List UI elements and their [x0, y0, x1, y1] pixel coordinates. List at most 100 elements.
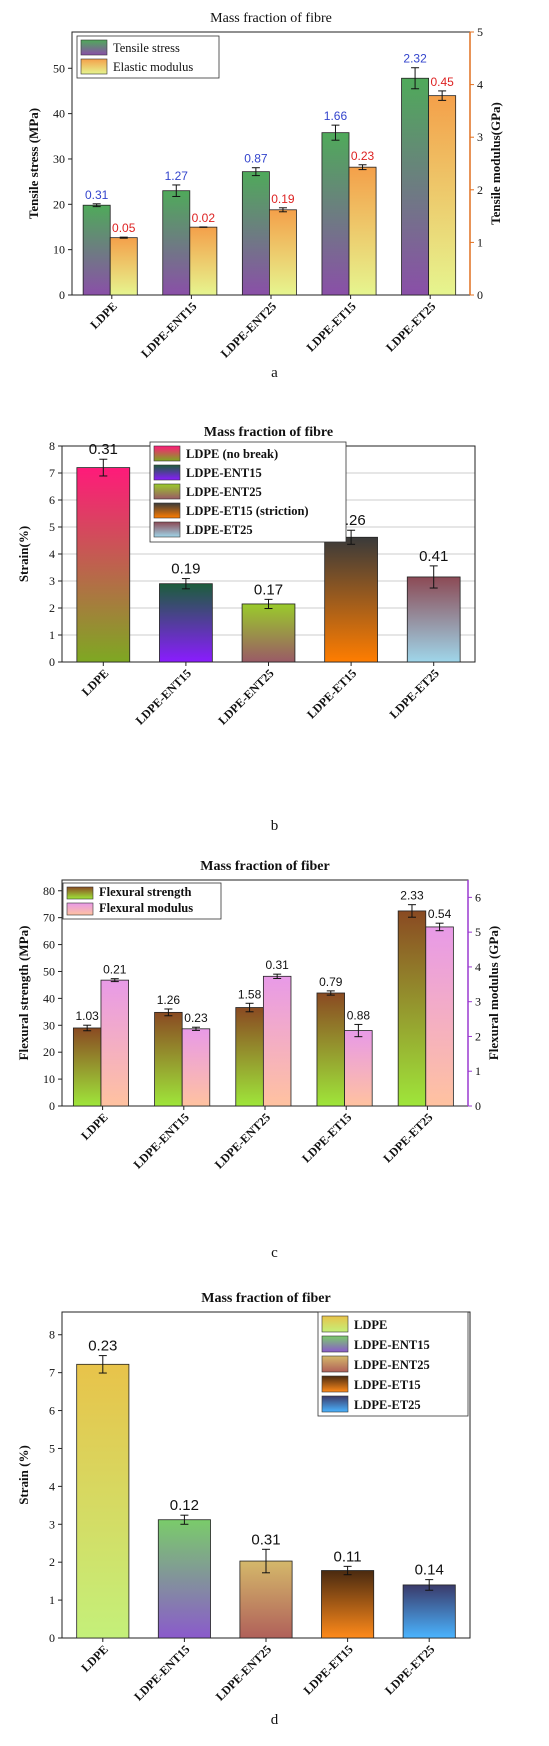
x-tick-label: LDPE [78, 1110, 111, 1143]
bar [428, 95, 457, 296]
bar [189, 226, 218, 296]
y-tick-label: 0 [59, 288, 65, 302]
data-label: 1.66 [324, 109, 348, 123]
data-label: 0.19 [271, 192, 295, 206]
y2-axis-label: Tensile modulus(GPa) [488, 102, 503, 225]
y-tick-label: 50 [53, 61, 65, 75]
x-tick-label: LDPE-ENT25 [215, 666, 276, 727]
x-tick-label: LDPE-ENT15 [138, 299, 199, 360]
data-label: 1.26 [157, 993, 181, 1007]
data-label: 0.31 [266, 958, 290, 972]
data-label: 0.54 [428, 907, 452, 921]
y-tick-label: 40 [43, 991, 55, 1005]
y-tick-label: 4 [49, 1479, 55, 1493]
x-tick-label: LDPE-ET25 [383, 299, 438, 354]
data-label: 2.33 [400, 889, 424, 903]
data-label: 0.45 [430, 75, 454, 89]
figure-a: Mass fraction of fibre 0 10 20 30 40 50 Tensile… [0, 0, 549, 420]
data-label: 0.12 [170, 1497, 199, 1514]
y-tick-label: 8 [49, 439, 55, 453]
chart-title: Mass fraction of fibre [204, 425, 333, 440]
bar [397, 910, 427, 1107]
y-tick-label: 30 [43, 1018, 55, 1032]
caption-b: b [270, 818, 279, 834]
data-label: 0.87 [244, 152, 268, 166]
legend-label: Flexural modulus [99, 901, 193, 915]
y-tick-label: 7 [49, 466, 55, 480]
data-label: 0.31 [89, 441, 118, 458]
bar [109, 237, 138, 296]
data-label: 0.41 [419, 548, 448, 565]
data-label: 0.23 [184, 1011, 208, 1025]
y-tick-label: 20 [53, 197, 65, 211]
y-tick-label: 5 [49, 1441, 55, 1455]
data-label: 0.17 [254, 581, 283, 598]
y-tick-label: 3 [49, 1517, 55, 1531]
bar [159, 583, 213, 663]
bar [72, 1027, 102, 1107]
bar [241, 603, 296, 663]
y-tick-label: 10 [43, 1072, 55, 1086]
data-label: 0.14 [415, 1562, 444, 1579]
bar [316, 992, 345, 1107]
y-tick-label: 70 [43, 911, 55, 925]
y2-tick-label: 5 [475, 925, 481, 939]
legend-swatch [80, 39, 108, 56]
y-tick-label: 8 [49, 1328, 55, 1342]
legend-swatch [153, 521, 181, 538]
y2-tick-label: 0 [477, 288, 483, 302]
y-tick-label: 0 [49, 1631, 55, 1645]
y-tick-label: 20 [43, 1045, 55, 1059]
data-label: 0.79 [319, 975, 343, 989]
data-label: 0.23 [88, 1338, 117, 1355]
x-tick-label: LDPE-ET25 [380, 1110, 435, 1165]
caption-d: d [270, 1712, 279, 1728]
data-label: 0.88 [347, 1008, 371, 1022]
x-tick-label: LDPE-ET25 [382, 1642, 437, 1697]
y-tick-label: 2 [49, 601, 55, 615]
bar [76, 467, 131, 663]
data-label: 0.31 [85, 188, 109, 202]
bar [324, 536, 378, 663]
y-axis-label: Flexural strength (MPa) [16, 926, 31, 1061]
legend-swatch [153, 464, 181, 481]
chart-title: Mass fraction of fibre [210, 11, 332, 26]
data-label: 1.27 [165, 169, 189, 183]
y-tick-label: 1 [49, 628, 55, 642]
strain-chart-b: Mass fraction of fibre 0 1 2 3 4 5 6 7 8 Strain(%)… [16, 425, 476, 728]
data-label: 0.05 [112, 221, 136, 235]
x-tick-label: LDPE-ET15 [299, 1110, 354, 1165]
y-tick-label: 7 [49, 1366, 55, 1380]
chart-title: Mass fraction of fiber [200, 859, 329, 874]
data-label: 0.11 [334, 1548, 362, 1565]
figure-b: Mass fraction of fibre 0 1 2 3 4 5 6 7 8 Strain(%)… [0, 420, 549, 850]
legend-swatch [321, 1315, 349, 1333]
y-tick-label: 5 [49, 520, 55, 534]
bar [321, 132, 350, 296]
x-tick-label: LDPE-ENT15 [133, 666, 194, 727]
bar [162, 190, 191, 296]
bar [181, 1028, 211, 1107]
y2-tick-label: 0 [475, 1099, 481, 1113]
legend-label: LDPE [354, 1318, 387, 1332]
bar [235, 1007, 264, 1107]
y-tick-label: 0 [49, 1099, 55, 1113]
x-tick-label: LDPE [87, 299, 120, 332]
y2-tick-label: 3 [475, 995, 481, 1009]
legend-swatch [66, 902, 94, 916]
y-tick-label: 1 [49, 1593, 55, 1607]
flexural-chart: Mass fraction of fiber01020304050607080F… [16, 859, 501, 1172]
y-axis-label: Strain (%) [16, 1445, 31, 1505]
legend-label: LDPE-ENT25 [186, 485, 262, 499]
legend-label: LDPE-ENT15 [186, 466, 262, 480]
bar [241, 171, 270, 296]
y2-tick-label: 5 [477, 25, 483, 39]
y-tick-label: 60 [43, 938, 55, 952]
x-tick-label: LDPE-ENT25 [212, 1110, 273, 1171]
figure-c: Mass fraction of fiber 0 10 20 30 40 50 60 70 80 F… [0, 850, 549, 1280]
bar [401, 77, 430, 296]
y2-tick-label: 4 [477, 78, 483, 92]
legend-swatch [153, 502, 181, 519]
bar [269, 209, 297, 296]
legend-label: LDPE-ET25 [354, 1398, 421, 1412]
